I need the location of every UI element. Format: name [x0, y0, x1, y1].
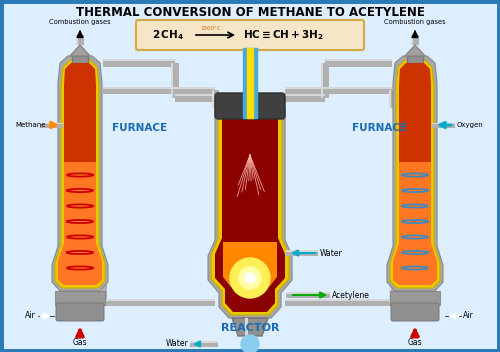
Text: FURNACE: FURNACE [352, 123, 407, 133]
Bar [388, 265, 396, 302]
Bar [286, 292, 330, 298]
Polygon shape [58, 63, 102, 285]
Bar [55, 291, 105, 305]
Polygon shape [387, 56, 443, 291]
Polygon shape [52, 56, 108, 291]
Bar [321, 63, 329, 98]
Bar [286, 292, 330, 294]
FancyBboxPatch shape [215, 93, 285, 119]
Bar [388, 90, 390, 108]
Bar [103, 87, 215, 94]
Polygon shape [393, 63, 437, 285]
Text: Combustion gases: Combustion gases [384, 19, 446, 25]
Text: 1500°C: 1500°C [201, 26, 221, 31]
Polygon shape [405, 45, 425, 56]
FancyBboxPatch shape [136, 20, 364, 50]
Text: Air: Air [463, 312, 474, 321]
Bar [212, 90, 218, 108]
Circle shape [241, 335, 259, 352]
Polygon shape [390, 60, 440, 288]
Bar [286, 250, 318, 252]
Bar [285, 87, 392, 89]
Text: FURNACE: FURNACE [112, 123, 167, 133]
Text: Water: Water [320, 249, 343, 258]
Bar [388, 90, 396, 108]
Bar [100, 265, 102, 302]
Polygon shape [55, 60, 105, 288]
Polygon shape [223, 242, 277, 287]
Text: $\mathbf{HC{\equiv}CH + 3H_2}$: $\mathbf{HC{\equiv}CH + 3H_2}$ [243, 28, 324, 42]
Bar [76, 35, 78, 45]
Bar [411, 35, 414, 45]
Bar [432, 122, 455, 124]
Circle shape [239, 267, 261, 289]
Polygon shape [215, 106, 285, 312]
Bar [285, 298, 392, 306]
Polygon shape [70, 45, 90, 56]
Circle shape [230, 258, 270, 298]
Bar [103, 59, 175, 67]
Circle shape [245, 273, 255, 283]
Polygon shape [208, 100, 292, 318]
Bar [388, 265, 390, 302]
Bar [175, 94, 325, 102]
FancyBboxPatch shape [56, 303, 104, 321]
Bar [285, 298, 392, 301]
Text: $\mathbf{2\,CH_4}$: $\mathbf{2\,CH_4}$ [152, 28, 184, 42]
Bar [285, 87, 392, 94]
Bar [103, 59, 175, 61]
Bar [325, 59, 392, 61]
Text: Methane: Methane [16, 122, 46, 128]
Polygon shape [399, 63, 431, 162]
Polygon shape [232, 318, 268, 336]
Bar [244, 318, 256, 352]
Text: Water: Water [165, 339, 188, 348]
Text: REACTOR: REACTOR [221, 323, 279, 333]
Bar [190, 341, 218, 347]
Bar [390, 291, 440, 305]
Bar [76, 35, 84, 45]
Bar [40, 122, 63, 124]
Bar [40, 122, 63, 127]
Bar [244, 318, 248, 352]
Bar [171, 63, 173, 98]
Bar [72, 56, 88, 63]
FancyBboxPatch shape [391, 303, 439, 321]
Bar [286, 250, 318, 256]
Bar [243, 48, 257, 118]
Text: Gas: Gas [72, 338, 88, 347]
Bar [407, 56, 423, 63]
Text: Oxygen: Oxygen [457, 122, 484, 128]
Bar [103, 298, 215, 306]
Bar [325, 59, 392, 67]
Text: Gas: Gas [408, 338, 422, 347]
Bar [103, 87, 215, 89]
Bar [100, 265, 106, 302]
Text: Air: Air [25, 312, 36, 321]
Bar [103, 298, 215, 301]
Bar [321, 63, 324, 98]
Bar [432, 122, 455, 127]
Bar [175, 94, 325, 96]
Bar [171, 63, 179, 98]
Bar [212, 90, 214, 108]
Bar [190, 341, 218, 343]
Polygon shape [211, 103, 289, 315]
Polygon shape [64, 63, 96, 162]
Text: Combustion gases: Combustion gases [49, 19, 111, 25]
Text: THERMAL CONVERSION OF METHANE TO ACETYLENE: THERMAL CONVERSION OF METHANE TO ACETYLE… [76, 6, 424, 19]
Bar [411, 35, 419, 45]
Bar [247, 48, 253, 118]
Text: Acetylene: Acetylene [332, 290, 370, 300]
